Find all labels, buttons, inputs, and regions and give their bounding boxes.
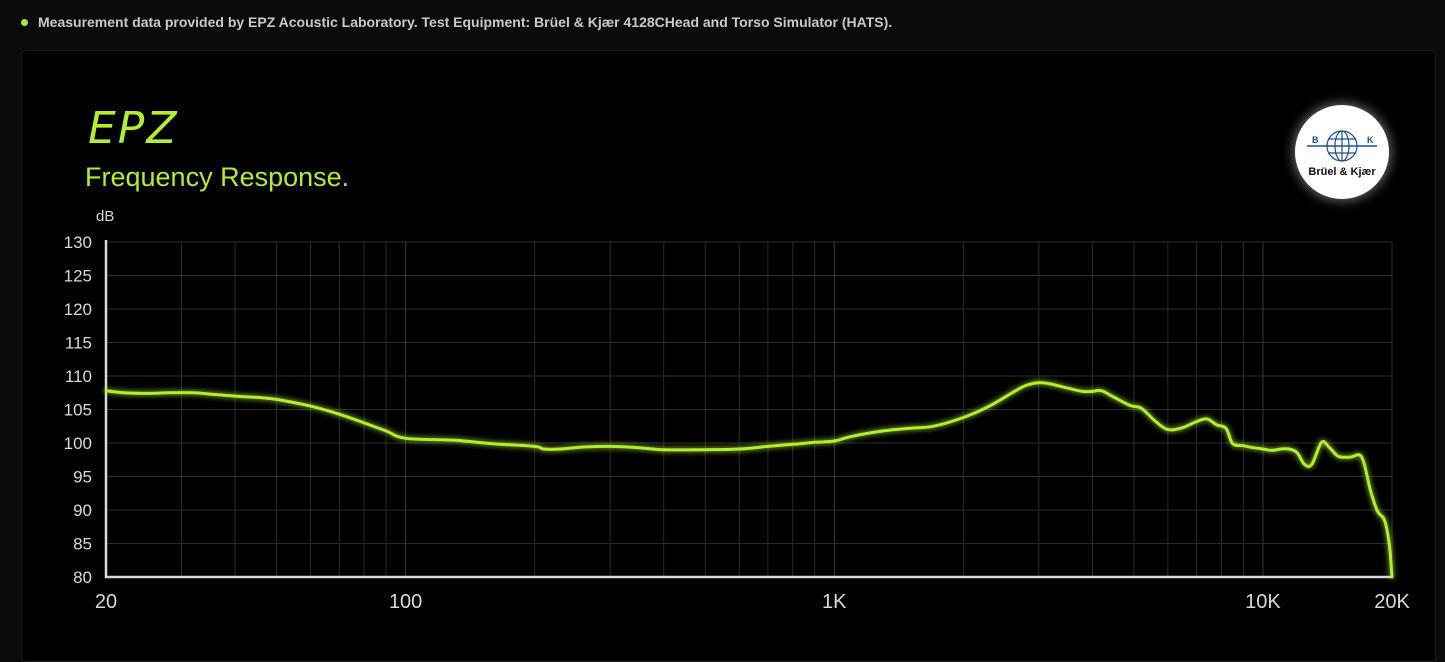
grid-lines xyxy=(105,241,1393,578)
y-tick-label: 100 xyxy=(64,434,92,453)
brand-logo-text: EPZ xyxy=(88,103,179,154)
y-tick-label: 125 xyxy=(64,267,92,286)
chart-title: Frequency Response. xyxy=(85,162,350,192)
x-tick-label: 100 xyxy=(389,591,422,613)
x-tick-label: 10K xyxy=(1245,591,1281,613)
frequency-response-line xyxy=(104,381,1394,579)
chart-panel xyxy=(21,50,1436,662)
measurement-note-text: Measurement data provided by EPZ Acousti… xyxy=(38,14,893,30)
logo-letter-k: K xyxy=(1367,135,1374,145)
x-tick-label: 1K xyxy=(822,591,847,613)
logo-caption: Brüel & Kjær xyxy=(1308,166,1376,178)
y-tick-label: 105 xyxy=(64,401,92,420)
x-tick-labels: 20 100 1K 10K 20K xyxy=(95,591,1411,613)
logo-letter-b: B xyxy=(1312,135,1319,145)
measurement-note: Measurement data provided by EPZ Acousti… xyxy=(21,14,892,30)
y-tick-label: 120 xyxy=(64,300,92,319)
frequency-response-chart: dB 130 125 120 115 110 105 100 95 90 85 80 20 100 1K… xyxy=(64,208,1411,613)
globe-icon: B K xyxy=(1307,130,1377,162)
y-tick-label: 130 xyxy=(64,233,92,252)
y-axis-label: dB xyxy=(96,208,114,225)
y-tick-label: 90 xyxy=(73,501,92,520)
y-tick-label: 115 xyxy=(65,334,92,353)
axes xyxy=(104,240,1393,579)
y-tick-label: 110 xyxy=(65,367,92,386)
y-tick-label: 85 xyxy=(73,535,92,554)
series-group xyxy=(104,381,1394,579)
x-tick-label: 20 xyxy=(95,591,117,613)
bruel-kjaer-logo: B K Brüel & Kjær xyxy=(1295,105,1389,199)
x-tick-label: 20K xyxy=(1374,591,1410,613)
y-tick-label: 80 xyxy=(73,568,92,587)
y-tick-labels: 130 125 120 115 110 105 100 95 90 85 80 xyxy=(64,233,92,587)
bullet-dot-icon xyxy=(21,18,28,26)
y-tick-label: 95 xyxy=(73,468,92,487)
